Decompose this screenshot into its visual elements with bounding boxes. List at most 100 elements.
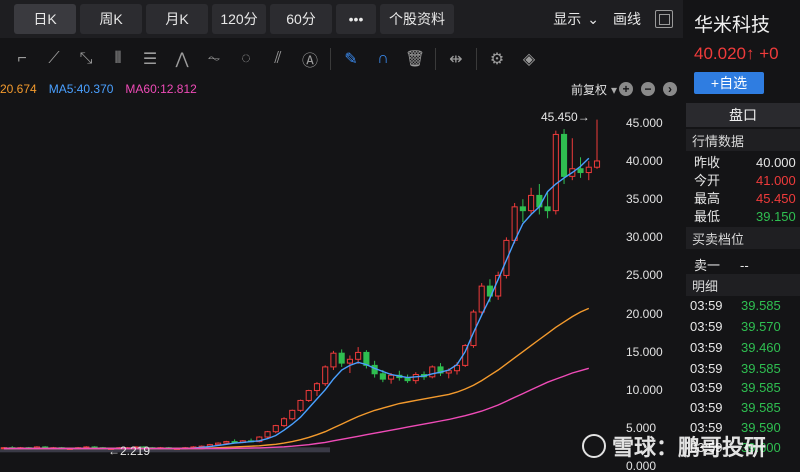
candle-body xyxy=(544,206,551,212)
ma20-line xyxy=(4,307,590,450)
stat-row: 最低 39.150 xyxy=(694,206,796,225)
tab-monthly-k[interactable]: 月K xyxy=(146,4,208,34)
candle-body xyxy=(330,352,337,368)
ma60-value: MA60:12.812 xyxy=(125,82,197,96)
stat-label: 最低 xyxy=(694,209,721,224)
price-adjust-dropdown[interactable]: 前复权 xyxy=(571,81,617,98)
tick-price: 39.600 xyxy=(741,440,781,455)
text-annotation-icon[interactable]: Ⓐ xyxy=(301,53,318,70)
fibonacci-icon[interactable]: ☰ xyxy=(142,51,158,68)
chevron-down-icon: ⌄ xyxy=(587,11,599,27)
ask-value: -- xyxy=(740,258,749,273)
draw-line-button[interactable]: 画线 xyxy=(613,11,641,27)
price-tick-label: 10.000 xyxy=(626,382,663,397)
tab-weekly-k[interactable]: 周K xyxy=(80,4,142,34)
fan-line-icon[interactable]: ⟋ xyxy=(48,50,60,67)
candle-body xyxy=(322,366,329,385)
ray-line-icon[interactable]: ⤡ xyxy=(79,50,93,67)
pen-icon[interactable]: ✎ xyxy=(344,51,358,68)
tick-price: 39.585 xyxy=(741,400,781,415)
tick-price: 39.570 xyxy=(741,319,781,334)
candle-body xyxy=(561,133,568,177)
tick-time: 03:59 xyxy=(690,319,723,334)
trade-tick-row: 03:59 39.585 xyxy=(690,400,781,415)
ma60-line xyxy=(4,367,589,450)
scroll-right-icon[interactable]: › xyxy=(663,82,677,96)
tab-60min[interactable]: 60分 xyxy=(270,4,332,34)
trade-tick-row: 03:59 39.460 xyxy=(690,340,781,355)
candle-body xyxy=(313,383,321,392)
wave-icon[interactable]: ⋀ xyxy=(175,51,189,68)
stat-row: 昨收 40.000 xyxy=(694,152,796,171)
candle-body xyxy=(91,446,98,449)
candle-body xyxy=(289,409,296,420)
current-price: 40.020↑ +0 xyxy=(694,44,779,63)
tick-time: 03:59 xyxy=(690,440,723,455)
price-tick-label: 35.000 xyxy=(626,192,663,207)
orderbook-header: 买卖档位 xyxy=(686,227,800,249)
trend-line-icon[interactable]: ⌐ xyxy=(17,50,27,67)
price-tick-label: 20.000 xyxy=(626,306,663,321)
candle-body xyxy=(585,166,592,174)
add-watchlist-button[interactable]: +自选 xyxy=(694,72,764,94)
price-tick-label: 45.000 xyxy=(626,116,663,130)
candle-body xyxy=(536,194,543,208)
tick-price: 39.585 xyxy=(741,298,781,313)
display-menu-button[interactable]: 显示 ⌄ xyxy=(553,9,599,29)
candle-body xyxy=(280,418,288,427)
candle-body xyxy=(346,358,353,364)
stat-row: 最高 45.450 xyxy=(694,188,796,207)
display-label: 显示 xyxy=(553,11,582,27)
ma-legend: 20.674 MA5:40.370 MA60:12.812 前复权 + − › xyxy=(0,80,683,98)
trade-tick-row: 03:59 39.585 xyxy=(690,298,781,313)
candle-body xyxy=(511,206,518,241)
zoom-in-icon[interactable]: + xyxy=(619,82,633,96)
zoom-out-icon[interactable]: − xyxy=(641,82,655,96)
more-periods-button[interactable]: ••• xyxy=(336,4,376,34)
candle-body xyxy=(264,431,271,438)
stat-value: 39.150 xyxy=(756,209,796,224)
stock-name: 华米科技 xyxy=(694,15,771,36)
trade-tick-row: 03:59 39.570 xyxy=(690,319,781,334)
trade-tick-row: 03:59 39.590 xyxy=(690,420,781,435)
candle-body xyxy=(338,352,345,364)
candle-body xyxy=(528,194,535,212)
candle-body xyxy=(355,351,362,360)
candle-body xyxy=(478,285,485,313)
price-tick-label: 30.000 xyxy=(626,230,663,245)
tick-time: 03:59 xyxy=(690,400,723,415)
trade-tick-row: 03:59 39.600 xyxy=(690,440,781,455)
tab-order-book[interactable]: 盘口 xyxy=(686,103,800,127)
candle-body xyxy=(223,441,230,444)
tab-120min[interactable]: 120分 xyxy=(212,4,266,34)
watermark-text: 雪球：鹏哥投研 xyxy=(612,435,767,460)
polyline-icon[interactable]: ⏦ xyxy=(207,50,221,67)
tab-company-profile[interactable]: 个股资料 xyxy=(380,4,454,34)
stat-label: 今开 xyxy=(694,173,721,188)
candle-body xyxy=(388,374,395,380)
candle-body xyxy=(379,373,386,380)
candlestick-chart[interactable] xyxy=(0,100,683,472)
drawing-toolbar: ⌐ ⟋ ⤡ ⦀ ☰ ⋀ ⏦ ◌ ⫽ Ⓐ ✎ ∩ 🗑 ⇹ ⚙ ◈ xyxy=(0,40,683,78)
tick-time: 03:59 xyxy=(690,380,723,395)
tick-price: 39.585 xyxy=(741,361,781,376)
trade-tick-row: 03:59 39.585 xyxy=(690,361,781,376)
tick-time: 03:59 xyxy=(690,420,723,435)
layers-icon[interactable]: ◈ xyxy=(522,51,536,68)
trade-tick-row: 03:59 39.585 xyxy=(690,380,781,395)
candle-body xyxy=(503,239,510,276)
circle-icon[interactable]: ◌ xyxy=(241,50,251,67)
fullscreen-icon[interactable] xyxy=(655,10,673,28)
gann-icon[interactable]: ⫽ xyxy=(274,50,282,67)
trash-icon[interactable]: 🗑 xyxy=(404,51,426,68)
stat-value: 40.000 xyxy=(756,155,796,170)
magnet-icon[interactable]: ∩ xyxy=(377,50,389,67)
stat-label: 昨收 xyxy=(694,155,721,170)
toolbar-divider xyxy=(435,48,436,70)
parallel-channel-icon[interactable]: ⦀ xyxy=(114,50,122,67)
split-icon[interactable]: ⇹ xyxy=(449,51,463,68)
settings-icon[interactable]: ⚙ xyxy=(489,51,505,68)
tab-daily-k[interactable]: 日K xyxy=(14,4,76,34)
candle-body xyxy=(272,425,279,433)
candle-body xyxy=(519,206,526,212)
